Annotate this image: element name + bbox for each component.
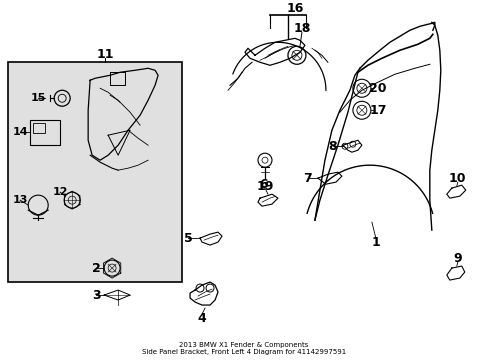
Bar <box>8 62 182 282</box>
Bar <box>33 123 45 133</box>
Text: 3: 3 <box>92 289 100 302</box>
Text: 17: 17 <box>368 104 386 117</box>
Bar <box>30 120 60 145</box>
Text: 8: 8 <box>328 140 337 153</box>
Text: 2013 BMW X1 Fender & Components
Side Panel Bracket, Front Left 4 Diagram for 411: 2013 BMW X1 Fender & Components Side Pan… <box>142 342 346 355</box>
Text: 13: 13 <box>13 195 28 205</box>
Text: 12: 12 <box>52 187 68 197</box>
Text: 18: 18 <box>293 22 310 35</box>
Text: 15: 15 <box>30 93 46 103</box>
Text: 14: 14 <box>12 127 28 137</box>
Text: 9: 9 <box>452 252 461 265</box>
Text: 6: 6 <box>259 178 268 191</box>
Text: 10: 10 <box>448 172 466 185</box>
Text: 5: 5 <box>183 231 192 244</box>
Text: 7: 7 <box>303 172 312 185</box>
Text: 20: 20 <box>368 82 386 95</box>
Text: 19: 19 <box>256 180 273 193</box>
Text: 11: 11 <box>96 48 114 61</box>
Text: 4: 4 <box>197 311 206 324</box>
Text: 2: 2 <box>92 262 101 275</box>
Text: 1: 1 <box>371 235 380 249</box>
Text: 16: 16 <box>285 2 303 15</box>
